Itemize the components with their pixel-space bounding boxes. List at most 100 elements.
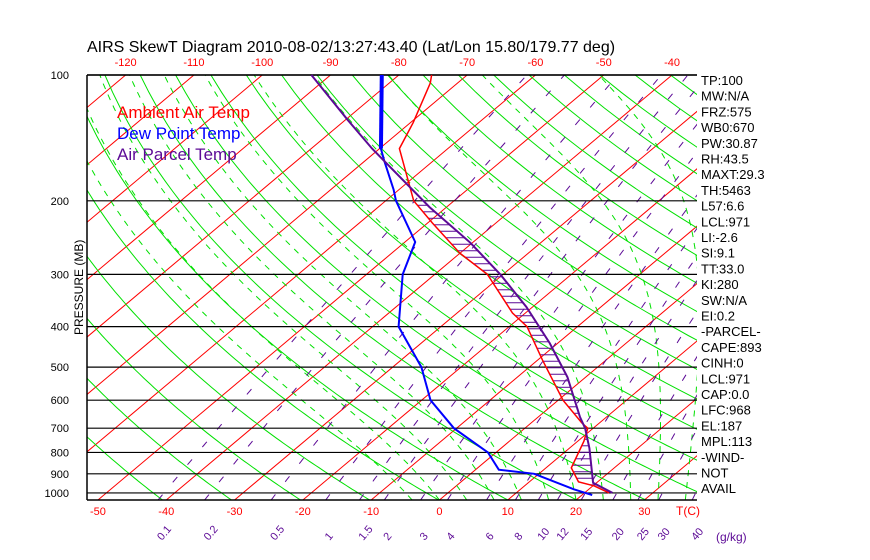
air-parcel-temp-line	[310, 74, 613, 494]
index-item: TP:100	[701, 73, 743, 88]
index-item: RH:43.5	[701, 152, 749, 167]
mixing-ratio-label: 40	[689, 526, 706, 543]
pressure-tick-label: 400	[51, 322, 69, 334]
mixing-ratio-label: 10	[535, 526, 552, 543]
isotherm-line	[87, 75, 536, 453]
top-temp-tick-label: -110	[183, 57, 204, 69]
bottom-temp-tick-label: -20	[295, 506, 311, 518]
dry-adiabat-line	[139, 75, 647, 500]
isotherm-line	[165, 75, 673, 500]
moist-adiabat-line	[87, 107, 440, 500]
pressure-tick-label: 1000	[45, 488, 69, 500]
index-item: LI:-2.6	[701, 230, 738, 245]
index-item: CAPE:893	[701, 340, 762, 355]
moist-adiabat-line	[87, 159, 413, 500]
dry-adiabat-line	[87, 255, 370, 500]
index-item: MPL:113	[701, 434, 752, 449]
index-item: MAXT:29.3	[701, 167, 765, 182]
top-temp-tick-label: -80	[391, 57, 407, 69]
mixing-ratio-label: 0.2	[202, 523, 221, 542]
dry-adiabat-line	[422, 75, 697, 284]
chart-title: AIRS SkewT Diagram 2010-08-02/13:27:43.4…	[87, 39, 615, 56]
pressure-tick-label: 700	[51, 423, 69, 435]
index-item: KI:280	[701, 277, 739, 292]
dry-adiabat-line	[493, 75, 697, 229]
top-temp-tick-label: -40	[664, 57, 680, 69]
index-item: TH:5463	[701, 183, 751, 198]
bottom-temp-tick-label: -10	[363, 506, 379, 518]
isotherm-line	[97, 75, 605, 500]
index-item: NOT	[701, 466, 729, 481]
index-item: SI:9.1	[701, 246, 735, 261]
legend-dew-point-temp: Dew Point Temp	[117, 124, 240, 143]
dry-adiabat-line	[87, 317, 301, 500]
legend-ambient-air-temp: Ambient Air Temp	[117, 103, 250, 122]
isotherm-line	[87, 75, 331, 281]
pressure-tick-label: 600	[51, 395, 69, 407]
mixing-ratio-line	[383, 87, 697, 500]
index-item: SW:N/A	[701, 293, 747, 308]
moist-adiabat-line	[99, 75, 468, 500]
index-item: LCL:971	[701, 214, 750, 229]
y-axis-label: PRESSURE (MB)	[72, 240, 86, 335]
index-item: WB0:670	[701, 120, 754, 135]
mixing-ratio-label: 0.5	[268, 523, 287, 542]
dew-point-temp-line	[379, 74, 593, 497]
mixing-ratio-line	[537, 255, 697, 500]
bottom-temp-tick-label: 30	[638, 506, 650, 518]
isotherm-line	[87, 75, 400, 338]
moist-adiabat-line	[253, 75, 577, 500]
mixing-ratio-label: 15	[578, 526, 595, 543]
pressure-tick-label: 900	[51, 469, 69, 481]
mixing-ratio-line	[325, 75, 662, 500]
thermo-grid	[0, 75, 870, 500]
mixing-ratio-label: 6	[484, 531, 497, 543]
mixing-ratio-line	[556, 279, 697, 500]
bottom-temp-tick-label: 0	[436, 506, 442, 518]
dry-adiabat-line	[316, 75, 697, 370]
dry-adiabat-line	[87, 436, 163, 500]
dry-adiabat-line	[458, 75, 697, 256]
moist-adiabat-line	[313, 75, 604, 500]
isotherm-line	[507, 340, 697, 500]
mixing-ratio-label: 1.5	[357, 523, 376, 542]
isotherm-line	[370, 225, 697, 500]
isotherm-line	[87, 75, 195, 166]
stability-indices: TP:100MW:N/AFRZ:575WB0:670PW:30.87RH:43.…	[701, 73, 765, 496]
mixing-ratio-unit: (g/kg)	[716, 530, 747, 544]
pressure-tick-label: 800	[51, 447, 69, 459]
bottom-temp-tick-label: 10	[502, 506, 514, 518]
moist-adiabat-line	[204, 75, 550, 500]
pressure-tick-label: 100	[51, 70, 69, 82]
dry-adiabat-line	[847, 75, 870, 500]
top-temp-tick-label: -60	[527, 57, 543, 69]
dry-adiabat-line	[812, 75, 870, 500]
bottom-temp-tick-label: -50	[90, 506, 106, 518]
dry-adiabat-line	[245, 75, 697, 430]
mixing-ratio-line	[514, 227, 697, 500]
dry-adiabat-line	[87, 115, 509, 500]
mixing-ratio-line	[658, 428, 697, 500]
dry-adiabat-line	[210, 75, 697, 461]
mixing-ratio-label: 25	[635, 526, 652, 543]
index-item: MW:N/A	[701, 89, 749, 104]
index-item: LCL:971	[701, 371, 750, 386]
dry-adiabat-line	[104, 75, 578, 500]
isotherm-line	[0, 75, 57, 500]
dry-adiabat-line	[741, 75, 870, 500]
mixing-ratio-label: 12	[554, 526, 571, 543]
index-item: CINH:0	[701, 356, 744, 371]
mixing-ratio-label: 2	[381, 531, 394, 543]
top-temp-tick-label: -50	[596, 57, 612, 69]
pressure-tick-label: 200	[51, 196, 69, 208]
mixing-ratio-label: 8	[512, 531, 525, 543]
dry-adiabat-line	[351, 75, 697, 341]
profiles	[310, 74, 613, 497]
dry-adiabat-line	[87, 377, 232, 500]
x-axis-label: T(C)	[676, 504, 700, 518]
mixing-ratio-line	[157, 75, 528, 500]
ambient-air-temp-line	[398, 74, 610, 494]
index-item: -WIND-	[701, 450, 744, 465]
index-item: TT:33.0	[701, 261, 744, 276]
